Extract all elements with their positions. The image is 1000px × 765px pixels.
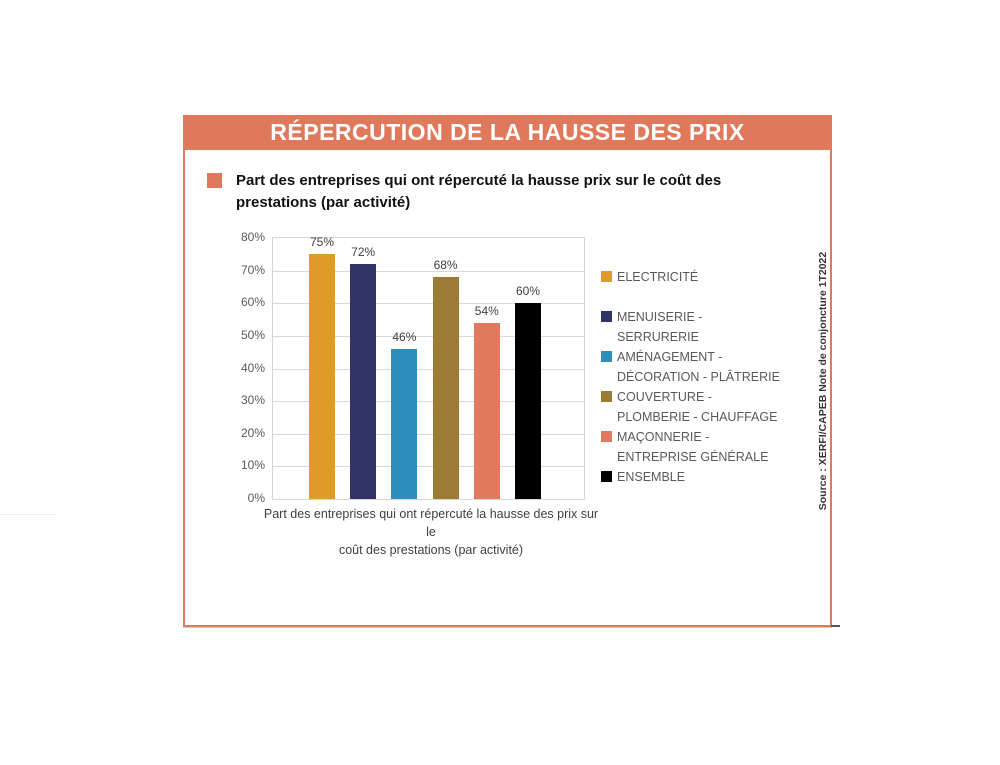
- subtitle-line-2: prestations (par activité): [236, 194, 411, 211]
- x-axis-caption: Part des entreprises qui ont répercuté l…: [263, 505, 599, 559]
- bar-value-label: 46%: [392, 329, 417, 344]
- bar-4: [473, 322, 500, 499]
- bar-2: [391, 348, 418, 499]
- legend-item: ENSEMBLE: [601, 467, 780, 507]
- legend-label: AMÉNAGEMENT - DÉCORATION - PLÂTRERIE: [617, 350, 780, 384]
- y-tick-label: 80%: [240, 230, 265, 244]
- chart-legend: ELECTRICITÉ MENUISERIE - SERRURERIE AMÉNAGE…: [601, 267, 780, 507]
- chart-subtitle: Part des entreprises qui ont répercuté l…: [236, 170, 721, 214]
- border-artifact: [831, 625, 840, 627]
- legend-item: MAÇONNERIE - ENTREPRISE GÉNÉRALE: [601, 427, 780, 467]
- bar-1: [350, 264, 377, 499]
- bar-value-label: 60%: [515, 284, 541, 299]
- caption-line-1: Part des entreprises qui ont répercuté l…: [263, 507, 599, 539]
- source-note: Source : XERFI/CAPEB Note de conjoncture…: [817, 251, 829, 511]
- legend-color-swatch: [601, 391, 612, 402]
- bar-value-label: 68%: [433, 258, 458, 273]
- bar-3: [432, 277, 459, 499]
- title-banner: RÉPERCUTION DE LA HAUSSE DES PRIX: [183, 115, 832, 150]
- subtitle-line-1: Part des entreprises qui ont répercuté l…: [236, 172, 722, 189]
- gridline: [273, 433, 584, 435]
- legend-color-swatch: [601, 311, 612, 322]
- bar-value-label: 54%: [474, 303, 499, 318]
- y-tick-label: 70%: [240, 262, 265, 277]
- bar-5: [515, 303, 541, 499]
- subtitle-bullet-icon: [207, 173, 222, 188]
- legend-label: COUVERTURE - PLOMBERIE - CHAUFFAGE: [617, 390, 778, 424]
- legend-color-swatch: [601, 431, 612, 442]
- gridline: [273, 303, 584, 305]
- bar-0: [309, 254, 335, 499]
- legend-label: ENSEMBLE: [617, 470, 686, 484]
- y-tick-label: 30%: [240, 393, 265, 408]
- y-tick-label: 20%: [240, 425, 265, 440]
- caption-line-2: coût des prestations (par activité): [338, 543, 524, 557]
- legend-color-swatch: [601, 471, 612, 482]
- y-tick-label: 0%: [247, 491, 265, 505]
- y-tick-label: 10%: [240, 458, 265, 473]
- bar-value-label: 75%: [309, 235, 335, 250]
- y-tick-label: 40%: [240, 360, 265, 375]
- legend-item: ELECTRICITÉ: [601, 267, 780, 307]
- legend-color-swatch: [601, 351, 612, 362]
- legend-label: MENUISERIE - SERRURERIE: [617, 310, 703, 344]
- gridline: [273, 270, 584, 272]
- page-title: RÉPERCUTION DE LA HAUSSE DES PRIX: [270, 119, 745, 145]
- report-card: RÉPERCUTION DE LA HAUSSE DES PRIX Part d…: [183, 115, 832, 627]
- y-tick-label: 60%: [240, 295, 265, 310]
- page-artifact-line: [0, 514, 56, 515]
- bar-value-label: 72%: [351, 245, 376, 260]
- plot-area: 75% 72% 46% 68% 54% 60%: [272, 235, 585, 500]
- gridline: [273, 466, 584, 468]
- legend-label: ELECTRICITÉ: [617, 270, 699, 284]
- gridline: [273, 368, 584, 370]
- legend-item: COUVERTURE - PLOMBERIE - CHAUFFAGE: [601, 387, 780, 427]
- legend-color-swatch: [601, 271, 612, 282]
- legend-item: MENUISERIE - SERRURERIE: [601, 307, 780, 347]
- legend-label: MAÇONNERIE - ENTREPRISE GÉNÉRALE: [617, 430, 769, 464]
- y-tick-label: 50%: [240, 327, 265, 342]
- legend-item: AMÉNAGEMENT - DÉCORATION - PLÂTRERIE: [601, 347, 780, 387]
- gridline: [273, 401, 584, 403]
- gridline: [273, 335, 584, 337]
